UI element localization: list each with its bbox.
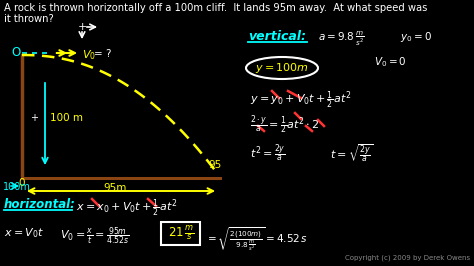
Text: Copyright (c) 2009 by Derek Owens: Copyright (c) 2009 by Derek Owens xyxy=(345,255,470,261)
Text: 100 m: 100 m xyxy=(50,113,83,123)
Text: $= \sqrt{\frac{2(100m)}{9.8\,\frac{m}{s^2}}} = 4.52\,s$: $= \sqrt{\frac{2(100m)}{9.8\,\frac{m}{s^… xyxy=(205,226,308,254)
Text: = ?: = ? xyxy=(94,49,111,59)
Text: $V_0 = \frac{x}{t} = \frac{95m}{4.52s}$: $V_0 = \frac{x}{t} = \frac{95m}{4.52s}$ xyxy=(60,226,129,247)
Text: it thrown?: it thrown? xyxy=(4,14,54,24)
Text: $t^2 = \frac{2y}{a}$: $t^2 = \frac{2y}{a}$ xyxy=(250,143,286,164)
Text: 95: 95 xyxy=(209,160,222,170)
Text: $y = y_0 + V_0t + \frac{1}{2}at^2$: $y = y_0 + V_0t + \frac{1}{2}at^2$ xyxy=(250,90,351,111)
Text: $x = V_0 t$: $x = V_0 t$ xyxy=(4,226,44,240)
Text: A rock is thrown horizontally off a 100m cliff.  It lands 95m away.  At what spe: A rock is thrown horizontally off a 100m… xyxy=(4,3,428,13)
Text: $21\,\frac{m}{s}$: $21\,\frac{m}{s}$ xyxy=(168,224,194,242)
Text: O: O xyxy=(11,47,21,60)
Text: $\frac{2 \cdot y}{a} = \frac{1}{2}at^2 \cdot 2$: $\frac{2 \cdot y}{a} = \frac{1}{2}at^2 \… xyxy=(250,113,319,136)
Text: $y_0 = 0$: $y_0 = 0$ xyxy=(400,30,432,44)
Text: $V_0 = 0$: $V_0 = 0$ xyxy=(374,55,407,69)
Text: +: + xyxy=(30,113,38,123)
Text: 0: 0 xyxy=(19,178,25,188)
Text: $V_0$: $V_0$ xyxy=(82,48,96,62)
Text: 100m: 100m xyxy=(3,182,31,192)
Text: $a = 9.8\,\frac{m}{s^2}$: $a = 9.8\,\frac{m}{s^2}$ xyxy=(318,30,365,48)
Text: $t = \sqrt{\frac{2y}{a}}$: $t = \sqrt{\frac{2y}{a}}$ xyxy=(330,143,374,164)
Text: vertical:: vertical: xyxy=(248,30,306,43)
Text: $y = 100m$: $y = 100m$ xyxy=(255,61,309,75)
Text: +: + xyxy=(77,22,87,32)
Text: 95m: 95m xyxy=(103,183,127,193)
Text: horizontal:: horizontal: xyxy=(4,198,76,211)
Text: $x = x_0 + V_0t + \frac{1}{2}at^2$: $x = x_0 + V_0t + \frac{1}{2}at^2$ xyxy=(76,198,177,219)
FancyBboxPatch shape xyxy=(162,222,201,244)
